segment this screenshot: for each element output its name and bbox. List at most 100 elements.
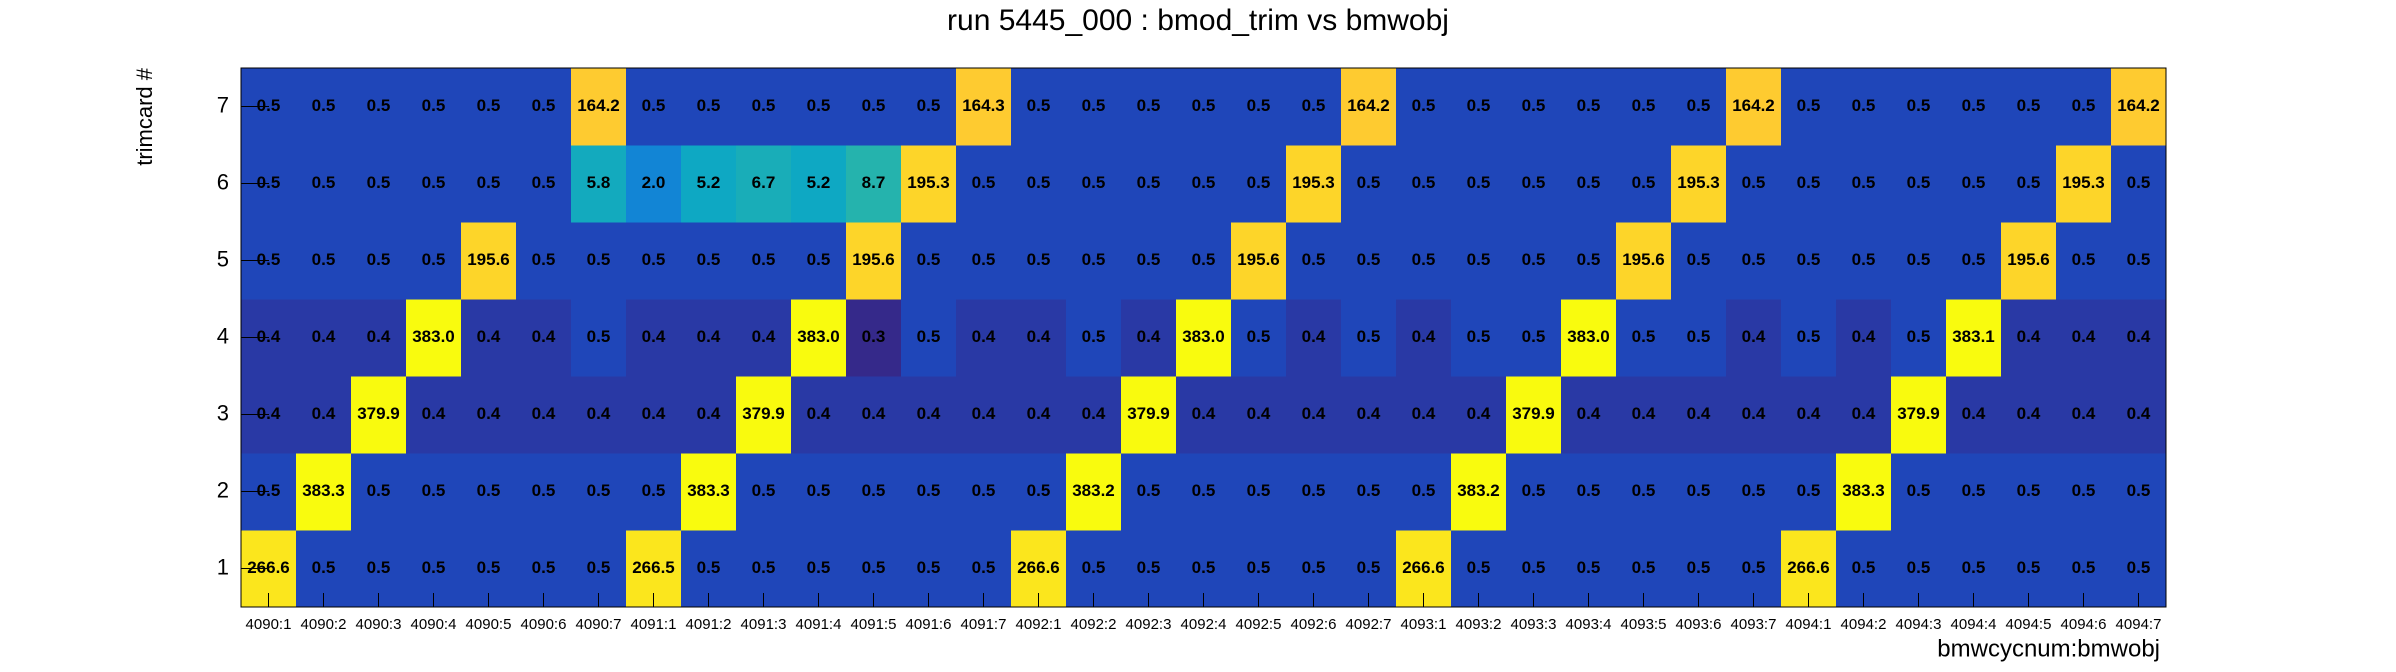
heatmap-cell — [1396, 453, 1452, 531]
cell-label: 0.5 — [367, 173, 391, 192]
heatmap-cell — [1561, 453, 1617, 531]
x-tick-label: 4090:1 — [246, 616, 292, 633]
cell-label: 5.2 — [697, 173, 721, 192]
cell-label: 0.5 — [422, 481, 446, 500]
cell-label: 0.5 — [1357, 173, 1381, 192]
x-tick-label: 4091:2 — [686, 616, 732, 633]
heatmap-cell — [846, 299, 902, 377]
cell-label: 0.5 — [1577, 173, 1601, 192]
cell-label: 0.5 — [1247, 96, 1271, 115]
cell-label: 0.5 — [1192, 173, 1216, 192]
heatmap-cell — [1286, 68, 1342, 146]
heatmap-cell — [901, 145, 957, 223]
cell-label: 0.5 — [1852, 250, 1876, 269]
cell-label: 164.2 — [1732, 96, 1775, 115]
heatmap-cell — [1341, 222, 1397, 300]
cell-label: 0.5 — [862, 558, 886, 577]
heatmap-cell — [571, 299, 627, 377]
heatmap-cell — [571, 68, 627, 146]
heatmap-cell — [2001, 453, 2057, 531]
cell-label: 0.3 — [862, 327, 886, 346]
cell-label: 0.5 — [1632, 481, 1656, 500]
heatmap-cell — [1946, 376, 2002, 454]
heatmap-cell — [1286, 145, 1342, 223]
heatmap-cell — [1946, 299, 2002, 377]
x-tick-label: 4091:6 — [906, 616, 952, 633]
cell-label: 266.6 — [1017, 558, 1060, 577]
heatmap-cell — [571, 376, 627, 454]
heatmap-cell — [956, 299, 1012, 377]
heatmap-cell — [1286, 299, 1342, 377]
heatmap-cell — [736, 453, 792, 531]
cell-label: 0.4 — [752, 327, 776, 346]
x-tick-label: 4094:5 — [2006, 616, 2052, 633]
cell-label: 0.4 — [1742, 404, 1766, 423]
cell-label: 0.5 — [2072, 96, 2096, 115]
heatmap-cell — [1671, 376, 1727, 454]
cell-label: 379.9 — [1512, 404, 1555, 423]
heatmap-cell — [1616, 145, 1672, 223]
cell-label: 0.5 — [1027, 173, 1051, 192]
x-tick-label: 4091:3 — [741, 616, 787, 633]
cell-label: 0.4 — [972, 404, 996, 423]
heatmap-cell — [791, 145, 847, 223]
y-tick-label: 1 — [217, 554, 229, 579]
cell-label: 0.4 — [2127, 404, 2151, 423]
heatmap-cell — [1506, 453, 1562, 531]
cell-label: 0.5 — [1522, 481, 1546, 500]
cell-label: 0.5 — [1357, 481, 1381, 500]
y-axis-label: trimcard # — [132, 67, 157, 166]
x-tick-label: 4090:3 — [356, 616, 402, 633]
heatmap-cell — [1836, 376, 1892, 454]
cell-label: 0.5 — [2127, 250, 2151, 269]
x-tick-label: 4093:6 — [1676, 616, 1722, 633]
cell-label: 0.5 — [1962, 558, 1986, 577]
heatmap-cell — [1671, 453, 1727, 531]
cell-label: 0.5 — [1467, 327, 1491, 346]
cell-label: 0.4 — [257, 327, 281, 346]
cell-label: 0.5 — [917, 558, 941, 577]
cell-label: 195.6 — [1622, 250, 1665, 269]
cell-label: 0.5 — [1412, 250, 1436, 269]
heatmap-cell — [516, 453, 572, 531]
cell-label: 0.5 — [1192, 481, 1216, 500]
heatmap-cell — [1341, 299, 1397, 377]
heatmap-cell — [681, 299, 737, 377]
cell-label: 2.0 — [642, 173, 666, 192]
y-tick-label: 3 — [217, 400, 229, 425]
heatmap-cell — [351, 376, 407, 454]
heatmap-cell — [571, 222, 627, 300]
heatmap-cell — [1341, 145, 1397, 223]
cell-label: 0.4 — [1412, 327, 1436, 346]
cell-label: 0.5 — [1357, 250, 1381, 269]
x-tick-label: 4092:1 — [1016, 616, 1062, 633]
cell-label: 0.4 — [532, 327, 556, 346]
heatmap-cell — [736, 299, 792, 377]
cell-label: 0.4 — [1577, 404, 1601, 423]
cell-label: 0.4 — [917, 404, 941, 423]
cell-label: 0.5 — [532, 96, 556, 115]
cell-label: 0.5 — [1192, 250, 1216, 269]
cell-label: 0.4 — [1412, 404, 1436, 423]
cell-label: 0.5 — [1082, 96, 1106, 115]
heatmap-cell — [1011, 145, 1067, 223]
heatmap-cell — [1506, 145, 1562, 223]
x-tick-label: 4094:2 — [1841, 616, 1887, 633]
cell-label: 383.1 — [1952, 327, 1995, 346]
heatmap-cell — [1396, 299, 1452, 377]
heatmap-cell — [1121, 453, 1177, 531]
heatmap-cell — [791, 68, 847, 146]
heatmap-cell — [351, 222, 407, 300]
heatmap-cell — [1506, 376, 1562, 454]
heatmap-cell — [1176, 376, 1232, 454]
cell-label: 0.5 — [587, 327, 611, 346]
x-tick-label: 4092:7 — [1346, 616, 1392, 633]
cell-label: 0.5 — [2017, 481, 2041, 500]
cell-label: 195.3 — [2062, 173, 2105, 192]
x-tick-label: 4090:2 — [301, 616, 347, 633]
cell-label: 0.4 — [367, 327, 391, 346]
heatmap-cell — [2001, 376, 2057, 454]
heatmap-cell — [1451, 145, 1507, 223]
heatmap-cell — [571, 145, 627, 223]
cell-label: 383.3 — [1842, 481, 1885, 500]
